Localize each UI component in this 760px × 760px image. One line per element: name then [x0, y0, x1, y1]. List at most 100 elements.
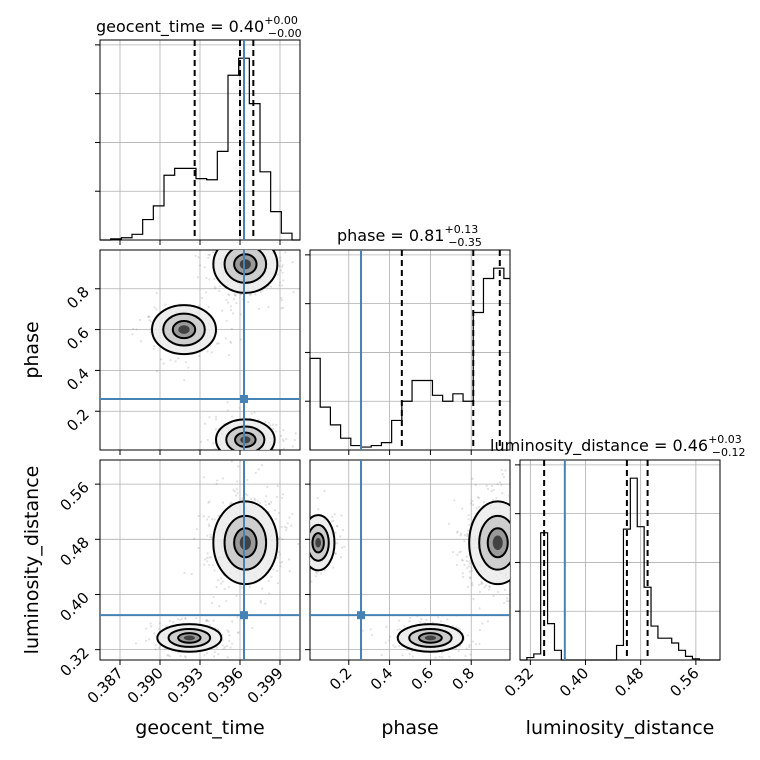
sample-point: [470, 569, 474, 572]
panel-hist-luminosity-distance: 0.32 0.40 0.48 0.56: [501, 459, 721, 700]
sample-point: [183, 379, 186, 382]
sample-point: [462, 575, 465, 578]
sample-point: [485, 484, 488, 487]
sample-point: [267, 421, 271, 425]
sample-point: [207, 620, 210, 623]
density-fill: [178, 325, 190, 334]
sample-point: [388, 639, 391, 642]
sample-point: [478, 590, 482, 593]
sample-point: [254, 293, 257, 296]
density-fill: [424, 635, 437, 641]
sample-point: [213, 277, 216, 281]
sample-point: [513, 551, 515, 553]
sample-point: [516, 586, 518, 588]
sample-point: [229, 502, 232, 506]
sample-point: [486, 620, 490, 623]
sample-point: [492, 594, 495, 598]
contour-line: [417, 632, 443, 644]
sample-point: [511, 551, 513, 553]
sample-point: [262, 225, 264, 227]
sample-point: [232, 298, 235, 301]
sample-point: [469, 653, 472, 656]
sample-point: [369, 628, 372, 631]
sample-point: [511, 511, 513, 513]
axes-frame: [99, 459, 301, 661]
sample-point: [225, 600, 228, 603]
sample-point: [225, 319, 228, 323]
sample-point: [500, 483, 503, 487]
sample-point: [202, 515, 205, 518]
sample-point: [258, 231, 260, 233]
sample-point: [174, 360, 177, 363]
sample-point: [403, 625, 406, 628]
sample-point: [514, 566, 516, 568]
sample-point: [184, 361, 187, 364]
sample-point: [501, 492, 504, 495]
sample-point: [466, 532, 469, 536]
sample-point: [140, 340, 143, 343]
sample-point: [218, 605, 221, 608]
sample-point: [439, 620, 443, 623]
sample-point: [336, 525, 339, 528]
sample-point: [491, 499, 494, 502]
sample-point: [233, 218, 235, 220]
sample-point: [253, 497, 256, 500]
sample-point: [517, 502, 519, 504]
sample-point: [408, 616, 412, 620]
sample-point: [302, 541, 304, 543]
sample-point: [420, 618, 423, 621]
sample-point: [319, 572, 323, 575]
sample-point: [508, 594, 510, 597]
sample-point: [467, 529, 470, 532]
tick-label-y: 0.6: [63, 324, 93, 354]
sample-point: [281, 271, 284, 274]
sample-point: [291, 512, 294, 516]
sample-point: [265, 244, 267, 246]
sample-point: [163, 648, 167, 651]
sample-point: [217, 653, 220, 656]
sample-point: [334, 531, 337, 534]
sample-point: [515, 564, 517, 566]
sample-point: [274, 474, 276, 476]
sample-point: [281, 306, 285, 309]
sample-point: [230, 460, 233, 463]
sample-point: [160, 358, 163, 361]
contour-line: [225, 425, 266, 450]
sample-point: [469, 502, 473, 505]
sample-point: [269, 285, 273, 288]
sample-point: [258, 463, 260, 465]
sample-point: [207, 523, 210, 526]
sample-point: [222, 647, 225, 650]
sample-point: [212, 619, 215, 622]
sample-point: [285, 526, 288, 529]
sample-point: [254, 247, 256, 249]
sample-point: [524, 564, 526, 566]
sample-point: [281, 438, 285, 441]
sample-point: [249, 293, 253, 296]
sample-point: [207, 224, 209, 226]
sample-point: [278, 283, 281, 287]
sample-point: [245, 454, 247, 456]
sample-point: [459, 534, 462, 537]
sample-point: [333, 512, 336, 516]
sample-point: [203, 558, 207, 561]
sample-point: [221, 644, 224, 647]
sample-point: [245, 241, 247, 243]
sample-point: [215, 482, 218, 485]
ylabel-luminosity-distance: luminosity_distance: [21, 466, 43, 655]
sample-point: [264, 602, 267, 605]
sample-point: [197, 514, 200, 518]
sample-point: [288, 558, 291, 561]
sample-point: [488, 588, 491, 591]
sample-point: [406, 648, 409, 651]
sample-point: [284, 229, 286, 231]
sample-point: [274, 456, 276, 458]
sample-point: [266, 485, 269, 489]
sample-point: [251, 469, 253, 471]
sample-point: [239, 338, 242, 341]
sample-point: [282, 429, 285, 432]
sample-point: [238, 406, 241, 409]
sample-point: [531, 528, 533, 530]
sample-point: [205, 556, 209, 559]
sample-point: [205, 231, 207, 233]
